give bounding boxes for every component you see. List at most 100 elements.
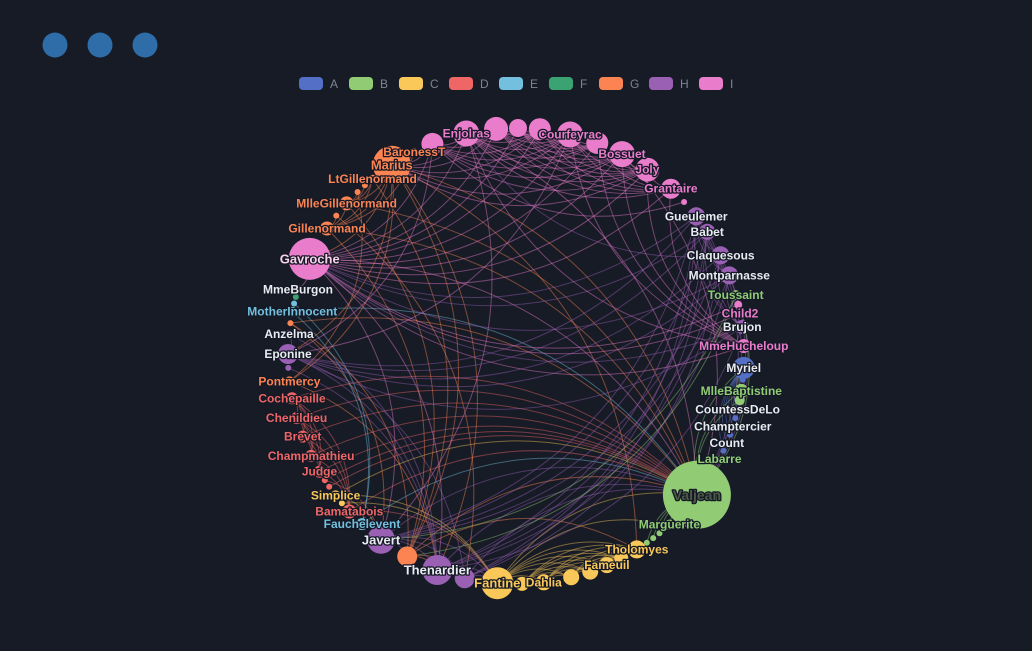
graph-node-MmeDeR[interactable] (656, 530, 663, 537)
legend-item-D[interactable]: D (449, 77, 489, 91)
graph-node-Bamatabois[interactable] (342, 504, 357, 519)
graph-node-MotherInnocent[interactable] (287, 306, 298, 317)
graph-node-Javert[interactable] (367, 525, 395, 554)
graph-node-Boulatruelle[interactable] (285, 364, 292, 371)
graph-node-MlleVaubois[interactable] (361, 182, 368, 189)
graph-node-Grantaire[interactable] (660, 178, 681, 199)
graph-node-Listolier[interactable] (614, 551, 629, 566)
graph-node-Champmathieu[interactable] (305, 449, 318, 462)
graph-node-Geborand[interactable] (732, 415, 739, 422)
graph-node-Courfeyrac[interactable] (557, 121, 583, 148)
graph-node-MmeThenardier[interactable] (454, 568, 475, 589)
graph-node-Bossuet[interactable] (609, 141, 635, 168)
graph-node-MmeHucheloup[interactable] (736, 339, 751, 354)
graph-node-Child2[interactable] (736, 309, 744, 318)
edge-Bossuet-Marius (391, 153, 623, 195)
graph-node-Fauchelevent[interactable] (356, 518, 368, 531)
graph-node-Cravatte[interactable] (727, 431, 733, 438)
graph-node-MmePontmercy[interactable] (354, 189, 361, 195)
graph-node-Myriel[interactable] (732, 356, 755, 379)
graph-node-Prouvaire[interactable] (509, 119, 527, 137)
graph-node-Fantine[interactable] (481, 567, 514, 600)
graph-node-Count[interactable] (723, 439, 730, 446)
graph-node-OldMan[interactable] (720, 447, 727, 454)
graph-node-CountessDeLo[interactable] (734, 406, 741, 413)
graph-node-Brevet[interactable] (296, 430, 309, 443)
graph-node-Gillenormand[interactable] (320, 221, 334, 236)
edge-Gillenormand-Cosette (326, 228, 425, 557)
node-label-Labarre: Labarre (697, 452, 741, 466)
graph-node-Woman1[interactable] (321, 477, 328, 484)
graph-node-Zephine[interactable] (515, 576, 529, 591)
graph-node-Toussaint[interactable] (730, 290, 741, 301)
graph-node-Simplice[interactable] (330, 490, 341, 501)
graph-node-Favourite[interactable] (563, 569, 580, 586)
graph-node-Valjean[interactable] (662, 460, 731, 529)
graph-node-Claquesous[interactable] (711, 246, 730, 265)
graph-nodes (278, 116, 755, 600)
graph-node-Tholomyes[interactable] (627, 540, 646, 559)
graph-node-Marguerite[interactable] (664, 519, 675, 530)
graph-node-Labarre[interactable] (716, 455, 723, 462)
graph-node-Isabeau[interactable] (650, 535, 657, 542)
legend-item-H[interactable]: H (649, 77, 689, 91)
graph-node-Gribier[interactable] (291, 300, 298, 307)
graph-node-Blacheville[interactable] (582, 563, 599, 580)
graph-node-Thenardier[interactable] (422, 555, 453, 585)
graph-node-Enjolras[interactable] (453, 120, 480, 147)
graph-node-BaronessT[interactable] (410, 148, 419, 156)
graph-node-Brujon[interactable] (735, 320, 750, 334)
graph-node-Gervais[interactable] (643, 539, 650, 546)
legend-item-C[interactable]: C (399, 77, 439, 91)
graph-node-Eponine[interactable] (278, 344, 298, 364)
graph-node-Child1[interactable] (734, 300, 743, 309)
graph-node-MotherPlutarch[interactable] (681, 199, 688, 205)
graph-node-Cosette[interactable] (397, 546, 418, 567)
graph-node-Bahorel[interactable] (586, 132, 609, 154)
graph-node-Scaufflaire[interactable] (326, 483, 333, 490)
graph-node-Joly[interactable] (635, 157, 660, 182)
legend-item-I[interactable]: I (699, 77, 733, 91)
edge-Bahorel-Combeferre (495, 128, 598, 153)
graph-node-Champtercier[interactable] (729, 423, 736, 430)
graph-node-Dahlia[interactable] (535, 574, 552, 591)
graph-node-Perpetue[interactable] (338, 500, 345, 507)
graph-node-Magnon[interactable] (333, 212, 340, 219)
node-label-Javert: Javert (362, 532, 401, 547)
graph-node-Chenildieu[interactable] (290, 412, 303, 425)
legend-item-B[interactable]: B (349, 77, 388, 91)
graph-node-Mabeuf[interactable] (421, 132, 444, 155)
graph-node-Cochepaille[interactable] (286, 392, 298, 405)
graph-node-LtGillenormand[interactable] (368, 174, 377, 183)
graph-node-Gueulemer[interactable] (687, 207, 706, 226)
edge-LtGillenormand-Cosette (372, 178, 449, 557)
graph-node-MlleBaptistine[interactable] (734, 383, 749, 398)
graph-node-Napoleon[interactable] (739, 376, 746, 383)
window-dot-2[interactable] (87, 32, 113, 58)
graph-node-Gavroche[interactable] (288, 237, 331, 280)
graph-node-MmeMagloire[interactable] (734, 395, 745, 406)
edge-MmeHucheloup-Bossuet (621, 154, 745, 347)
graph-node-Anzelma[interactable] (285, 330, 293, 339)
graph-node-MlleGillenormand[interactable] (339, 196, 354, 211)
graph-node-Pontmercy[interactable] (284, 376, 295, 387)
graph-node-Judge[interactable] (313, 465, 326, 478)
graph-node-Fameuil[interactable] (598, 557, 615, 574)
graph-node-Jondrette[interactable] (292, 294, 299, 300)
edge-MmeHucheloup-Joly (646, 169, 745, 347)
graph-node-Feuilly[interactable] (528, 118, 551, 141)
graph-node-Montparnasse[interactable] (720, 266, 739, 285)
legend-item-E[interactable]: E (499, 77, 538, 91)
legend-item-F[interactable]: F (549, 77, 587, 91)
legend-item-A[interactable]: A (299, 77, 338, 91)
graph-node-MmeBurgon[interactable] (294, 285, 302, 294)
node-label-Tholomyes: Tholomyes (605, 542, 669, 556)
window-dot-3[interactable] (132, 32, 158, 58)
graph-node-Marius[interactable] (372, 145, 411, 184)
legend-item-G[interactable]: G (599, 77, 639, 91)
window-dot-1[interactable] (42, 32, 68, 58)
graph-node-Combeferre[interactable] (484, 116, 509, 141)
graph-node-Woman2[interactable] (287, 320, 294, 327)
edge-Javert-Valjean (380, 466, 698, 541)
graph-node-Babet[interactable] (699, 223, 716, 240)
